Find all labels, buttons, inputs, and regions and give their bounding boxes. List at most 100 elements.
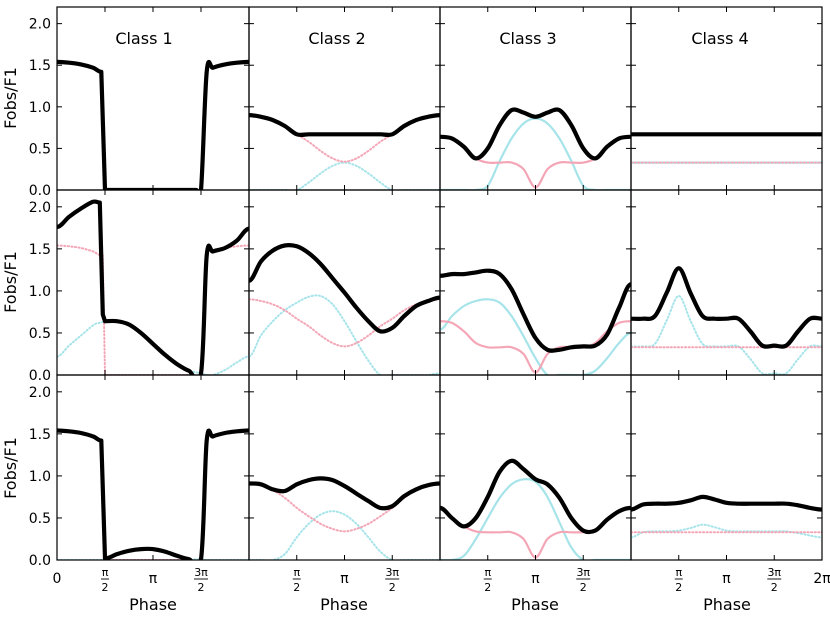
column-title-class-3: Class 3 [499,29,556,48]
svg-text:2: 2 [771,581,778,594]
y-axis-titles: Fobs/F1 Fobs/F1 Fobs/F1 [1,67,20,499]
svg-text:2: 2 [484,581,491,594]
panel-r2-c3 [439,189,632,376]
x-tick-label: π [340,571,349,587]
x-tick-label: π2 [292,566,301,594]
series-line-total [440,458,631,535]
plot-area [631,132,822,164]
panel-frame [56,189,250,376]
x-axis-title-col-3: Phase [511,595,559,614]
y-tick-label: 1.5 [29,427,51,443]
x-axis-title-col-2: Phase [320,595,368,614]
x-tick-label: π2 [483,566,492,594]
x-tick-label: 3π2 [576,566,590,594]
y-axis-title-row-2: Fobs/F1 [1,251,20,313]
svg-text:2: 2 [293,581,300,594]
x-tick-label: 3π2 [385,566,399,594]
column-title-class-1: Class 1 [115,29,172,48]
y-tick-label: 1.0 [29,469,51,485]
column-title-class-2: Class 2 [308,29,365,48]
series-line-total [631,266,822,349]
y-tick-label: 1.0 [29,100,51,116]
panel-frame [56,374,250,561]
panel-r3-c3 [439,374,632,561]
x-tick-label: π [531,571,540,587]
plot-area [440,458,631,560]
x-tick-label: 0 [53,571,62,587]
plot-area [57,199,249,375]
series-line-component-2 [440,298,631,375]
svg-text:2: 2 [675,581,682,594]
y-tick-label: 1.0 [29,284,51,300]
panel-r3-c4 [630,374,823,561]
panel-frame [439,189,632,376]
y-tick-label: 0.0 [29,183,51,199]
plot-area [440,268,631,375]
x-tick-label: 2π [813,571,830,587]
svg-text:3π: 3π [194,566,208,579]
panel-frame [439,374,632,561]
svg-text:2: 2 [198,581,205,594]
series-line-total [57,199,249,375]
svg-text:2: 2 [580,581,587,594]
x-axis-titles: Phase Phase Phase Phase [129,595,751,614]
series-line-total [57,428,249,560]
series-line-component-2 [631,523,822,539]
y-axis-title-row-1: Fobs/F1 [1,67,20,129]
series-line-total [440,268,631,353]
x-tick-label: 3π2 [194,566,208,594]
series-line-component-1 [57,244,249,375]
series-line-component-1 [249,298,440,348]
y-tick-label: 0.5 [29,511,51,527]
y-tick-label: 0.0 [29,553,51,569]
plot-area [249,243,440,375]
x-tick-label: π2 [101,566,109,594]
y-tick-label: 2.0 [29,385,51,401]
series-line-total [440,107,631,161]
svg-text:3π: 3π [385,566,399,579]
panel-r3-c1 [56,374,250,561]
panel-grid [56,6,823,561]
plot-area [631,494,822,539]
svg-text:π: π [293,566,300,579]
series-line-component-2 [440,478,631,560]
panel-r3-c2 [248,374,441,561]
series-line-total [249,113,440,138]
x-tick-label: π [149,571,158,587]
x-tick-label: π [722,571,731,587]
y-tick-label: 0.0 [29,368,51,384]
svg-text:2: 2 [389,581,396,594]
panel-r1-c4 [630,6,823,191]
y-axis-title-row-3: Fobs/F1 [1,437,20,499]
plot-area [631,266,822,375]
y-tick-label: 1.5 [29,242,51,258]
series-line-component-2 [249,294,440,375]
panel-r2-c1 [56,189,250,376]
y-tick-label: 0.5 [29,141,51,157]
series-line-component-2 [631,295,822,375]
column-titles: Class 1 Class 2 Class 3 Class 4 [115,29,748,48]
panel-r2-c2 [248,189,441,376]
svg-text:3π: 3π [767,566,781,579]
y-tick-label: 2.0 [29,17,51,33]
y-tick-label: 0.5 [29,326,51,342]
x-tick-label: 3π2 [767,566,781,594]
series-line-total [249,243,440,334]
panel-r2-c4 [630,189,823,376]
svg-text:π: π [675,566,682,579]
plot-area [249,476,440,560]
x-axis-title-col-1: Phase [129,595,177,614]
series-line-total [57,59,249,190]
x-axis-title-col-4: Phase [703,595,751,614]
series-line-component-2 [57,319,249,375]
svg-text:π: π [484,566,491,579]
svg-text:π: π [102,566,109,579]
plot-area [440,107,631,190]
column-title-class-4: Class 4 [691,29,748,48]
tick-labels: 0.00.51.01.52.00.00.51.01.52.00.00.51.01… [29,17,830,594]
series-line-component-1 [440,135,631,189]
series-line-component-1 [57,60,249,190]
x-tick-label: π2 [674,566,683,594]
svg-text:2: 2 [102,581,109,594]
